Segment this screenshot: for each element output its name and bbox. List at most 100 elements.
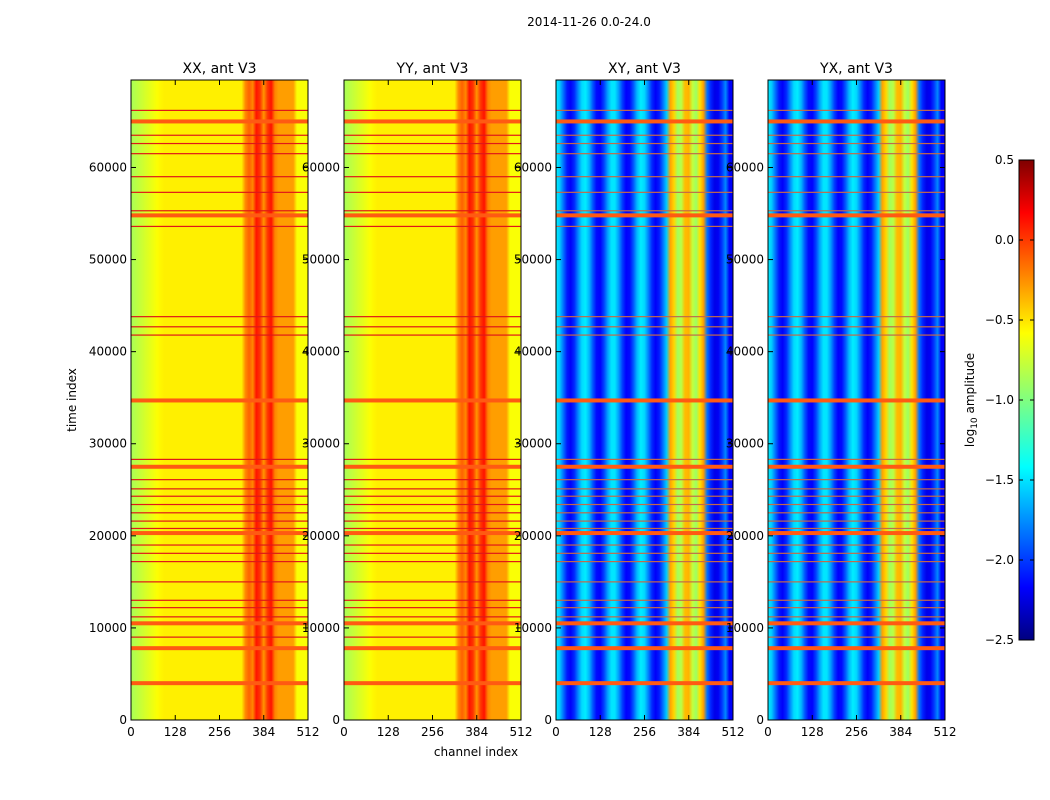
flag-line-minor <box>768 495 945 497</box>
colorbar-tick-label: −0.5 <box>985 313 1014 327</box>
flag-line-minor <box>768 581 945 583</box>
panel-title-xx: XX, ant V3 <box>183 61 257 77</box>
flag-line-minor <box>556 561 733 563</box>
flag-line-minor <box>131 134 308 136</box>
x-tick-label: 0 <box>127 725 135 739</box>
y-tick-label: 30000 <box>726 437 764 451</box>
x-tick-label: 256 <box>633 725 656 739</box>
x-tick-label: 128 <box>589 725 612 739</box>
flag-line-minor <box>344 488 521 490</box>
flag-line-minor <box>768 503 945 506</box>
x-tick-label: 512 <box>510 725 533 739</box>
flag-line-minor <box>344 225 521 228</box>
flag-line-minor <box>344 552 521 554</box>
x-tick-label: 384 <box>889 725 912 739</box>
flag-line-minor <box>344 176 521 178</box>
flag-line-minor <box>768 326 945 328</box>
flag-line-minor <box>131 544 308 546</box>
flag-line-minor <box>556 109 733 111</box>
y-tick-label: 30000 <box>302 437 340 451</box>
flag-line-minor <box>556 142 733 145</box>
x-tick-label: 0 <box>552 725 560 739</box>
x-axis-label: channel index <box>434 745 518 759</box>
flag-line-minor <box>344 153 521 155</box>
flag-line-minor <box>131 495 308 497</box>
flag-line-minor <box>556 544 733 546</box>
flag-line-major <box>768 213 945 218</box>
flag-line-minor <box>768 334 945 336</box>
y-tick-label: 20000 <box>302 529 340 543</box>
colorbar-tick-label: −1.5 <box>985 473 1014 487</box>
flag-line-major <box>131 646 308 651</box>
flag-line-minor <box>131 316 308 318</box>
y-tick-label: 20000 <box>514 529 552 543</box>
flag-line-minor <box>131 225 308 228</box>
flag-line-minor <box>768 316 945 318</box>
flag-line-minor <box>344 512 521 514</box>
x-tick-label: 128 <box>801 725 824 739</box>
colorbar-tick-label: −2.5 <box>985 633 1014 647</box>
flag-line-minor <box>768 561 945 563</box>
flag-line-minor <box>556 503 733 506</box>
flag-line-minor <box>556 458 733 460</box>
y-tick-label: 30000 <box>89 437 127 451</box>
flag-line-major <box>344 213 521 218</box>
colorbar-tick-label: 0.0 <box>995 233 1014 247</box>
colorbar-tick-label: −2.0 <box>985 553 1014 567</box>
flag-line-minor <box>768 109 945 111</box>
y-tick-label: 30000 <box>514 437 552 451</box>
flag-line-minor <box>556 191 733 193</box>
flag-line-minor <box>131 520 308 522</box>
flag-line-minor <box>131 153 308 155</box>
flag-line-minor <box>768 176 945 178</box>
flag-line-major <box>131 681 308 686</box>
x-tick-label: 512 <box>297 725 320 739</box>
x-tick-label: 256 <box>208 725 231 739</box>
y-tick-label: 50000 <box>726 253 764 267</box>
panel-title-yy: YY, ant V3 <box>396 61 469 77</box>
flag-line-major <box>768 646 945 651</box>
flag-line-major <box>344 464 521 469</box>
y-tick-label: 0 <box>119 713 127 727</box>
y-tick-label: 10000 <box>514 621 552 635</box>
flag-line-minor <box>556 225 733 228</box>
flag-line-major <box>768 464 945 469</box>
flag-line-minor <box>131 479 308 481</box>
flag-line-minor <box>768 544 945 546</box>
y-tick-label: 50000 <box>514 253 552 267</box>
flag-line-minor <box>344 495 521 497</box>
y-tick-label: 40000 <box>514 345 552 359</box>
flag-line-minor <box>131 527 308 530</box>
flag-line-minor <box>556 520 733 522</box>
y-tick-label: 10000 <box>302 621 340 635</box>
flag-line-minor <box>344 191 521 193</box>
flag-line-minor <box>131 581 308 583</box>
flag-line-minor <box>556 134 733 136</box>
flag-line-minor <box>768 191 945 193</box>
flag-line-minor <box>768 153 945 155</box>
flag-line-minor <box>344 636 521 638</box>
flag-line-minor <box>344 334 521 336</box>
flag-line-major <box>556 621 733 626</box>
flag-line-minor <box>556 210 733 212</box>
flag-line-major <box>556 213 733 218</box>
flag-line-minor <box>131 176 308 178</box>
flag-line-minor <box>344 561 521 563</box>
flag-line-major <box>131 621 308 626</box>
x-tick-label: 256 <box>421 725 444 739</box>
y-tick-label: 40000 <box>89 345 127 359</box>
flag-line-minor <box>768 616 945 618</box>
flag-line-minor <box>344 479 521 481</box>
x-tick-label: 256 <box>845 725 868 739</box>
x-tick-label: 128 <box>377 725 400 739</box>
flag-line-major <box>768 119 945 124</box>
flag-line-minor <box>344 134 521 136</box>
flag-line-major <box>344 531 521 536</box>
flag-line-minor <box>768 210 945 212</box>
flag-line-major <box>768 531 945 536</box>
flag-line-minor <box>556 479 733 481</box>
flag-line-minor <box>768 607 945 609</box>
flag-line-minor <box>556 153 733 155</box>
y-tick-label: 0 <box>756 713 764 727</box>
